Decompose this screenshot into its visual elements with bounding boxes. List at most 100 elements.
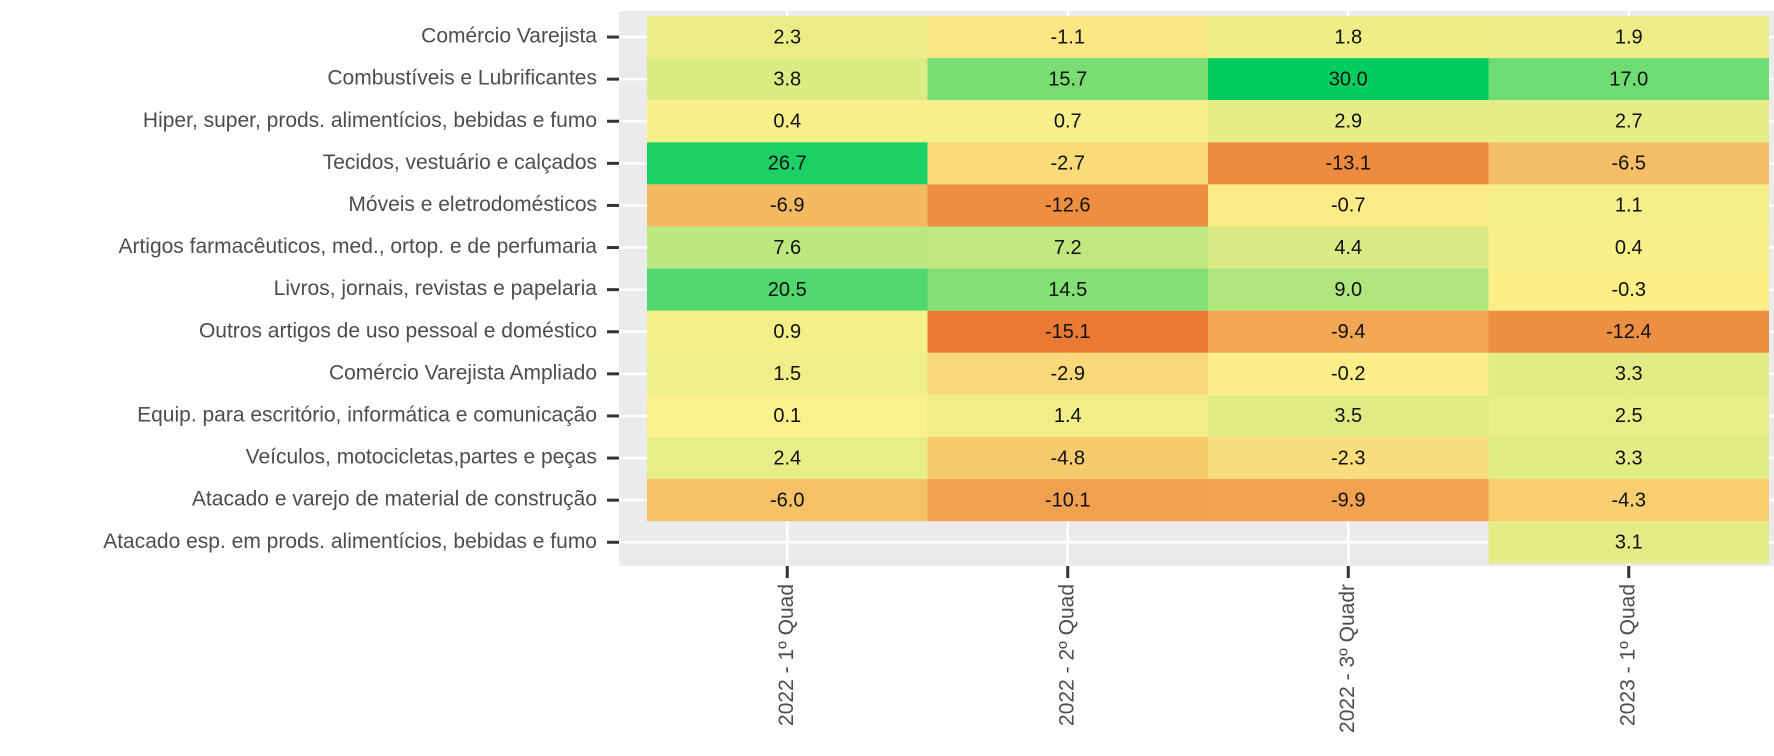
x-tick-label: 2023 - 1º Quad <box>1616 584 1639 726</box>
heatmap-cell <box>1488 142 1769 185</box>
cell-label: 2.9 <box>1334 111 1362 133</box>
y-tick-label: Comércio Varejista Ampliado <box>329 361 597 384</box>
cell-label: -9.4 <box>1331 321 1365 343</box>
cell-label: 1.9 <box>1615 26 1643 48</box>
heatmap-cell <box>647 184 928 227</box>
y-tick-label: Comércio Varejista <box>421 25 597 48</box>
cell-label: 0.4 <box>773 111 801 133</box>
heatmap-cell <box>927 100 1208 143</box>
cell-label: 30.0 <box>1329 68 1368 90</box>
heatmap-cell <box>647 142 928 185</box>
heatmap-cell <box>1208 352 1489 395</box>
cell-label: -4.8 <box>1051 447 1085 469</box>
heatmap-cell <box>1488 394 1769 437</box>
heatmap-cell <box>927 310 1208 353</box>
cell-label: -2.7 <box>1051 153 1085 175</box>
cell-label: -12.6 <box>1045 195 1091 217</box>
heatmap-cell <box>927 142 1208 185</box>
cell-label: -6.0 <box>770 489 804 511</box>
heatmap-cell <box>1488 184 1769 227</box>
cell-label: 2.5 <box>1615 405 1643 427</box>
heatmap-cell <box>647 268 928 311</box>
heatmap-cell <box>647 479 928 522</box>
cell-label: -15.1 <box>1045 321 1091 343</box>
heatmap-cell <box>1208 310 1489 353</box>
heatmap-cell <box>1488 310 1769 353</box>
cell-label: 3.5 <box>1334 405 1362 427</box>
y-tick-label: Tecidos, vestuário e calçados <box>323 151 597 174</box>
cell-label: 14.5 <box>1048 279 1087 301</box>
cell-label: 1.5 <box>773 363 801 385</box>
cell-label: 9.0 <box>1334 279 1362 301</box>
cell-label: 1.4 <box>1054 405 1082 427</box>
heatmap-cell <box>1208 100 1489 143</box>
cell-label: 1.8 <box>1334 26 1362 48</box>
cell-label: -12.4 <box>1606 321 1652 343</box>
cell-label: -10.1 <box>1045 489 1091 511</box>
heatmap-cell <box>927 58 1208 101</box>
heatmap-cell <box>1488 437 1769 480</box>
x-tick-label: 2022 - 3º Quadr <box>1336 584 1359 733</box>
heatmap-cell <box>1208 479 1489 522</box>
cell-label: 3.3 <box>1615 447 1643 469</box>
heatmap-cell <box>1488 226 1769 269</box>
heatmap-cell <box>647 100 928 143</box>
heatmap-cell <box>1208 58 1489 101</box>
cell-label: 7.2 <box>1054 237 1082 259</box>
heatmap-cell <box>647 437 928 480</box>
heatmap-cell <box>1208 142 1489 185</box>
heatmap-cell <box>1208 394 1489 437</box>
y-tick-label: Combustíveis e Lubrificantes <box>327 67 597 90</box>
heatmap-cell <box>1488 352 1769 395</box>
heatmap-cell <box>927 184 1208 227</box>
cell-label: 0.1 <box>773 405 801 427</box>
heatmap-cell <box>927 394 1208 437</box>
cell-label: -0.3 <box>1612 279 1646 301</box>
cell-label: -6.9 <box>770 195 804 217</box>
cell-label: 2.4 <box>773 447 801 469</box>
heatmap-cell <box>1208 437 1489 480</box>
cell-label: -0.7 <box>1331 195 1365 217</box>
cell-label: 2.3 <box>773 26 801 48</box>
cell-label: 7.6 <box>773 237 801 259</box>
heatmap-cell <box>1208 184 1489 227</box>
x-tick-label: 2022 - 1º Quad <box>775 584 798 726</box>
cell-label: -2.9 <box>1051 363 1085 385</box>
cell-label: 3.1 <box>1615 532 1643 554</box>
heatmap-cell <box>647 16 928 59</box>
heatmap-cell <box>927 352 1208 395</box>
heatmap-cell <box>927 226 1208 269</box>
heatmap-cell <box>1488 16 1769 59</box>
heatmap-cell <box>927 268 1208 311</box>
cell-label: 20.5 <box>768 279 807 301</box>
cell-label: 15.7 <box>1048 68 1087 90</box>
heatmap-cell <box>1208 226 1489 269</box>
cell-label: -6.5 <box>1612 153 1646 175</box>
heatmap-cell <box>927 16 1208 59</box>
y-tick-label: Móveis e eletrodomésticos <box>348 193 597 216</box>
y-tick-label: Outros artigos de uso pessoal e doméstic… <box>199 319 597 342</box>
cell-label: 26.7 <box>768 153 807 175</box>
cell-label: -9.9 <box>1331 489 1365 511</box>
heatmap-cell <box>1488 521 1769 564</box>
cell-label: -1.1 <box>1051 26 1085 48</box>
heatmap-cell <box>1488 100 1769 143</box>
cell-label: 0.7 <box>1054 111 1082 133</box>
heatmap-cell <box>1208 16 1489 59</box>
heatmap-cell <box>1488 479 1769 522</box>
y-tick-label: Atacado e varejo de material de construç… <box>192 488 597 511</box>
heatmap-cell <box>647 394 928 437</box>
heatmap-cell <box>647 310 928 353</box>
cell-label: 2.7 <box>1615 111 1643 133</box>
cell-label: -13.1 <box>1325 153 1371 175</box>
cell-label: 3.8 <box>773 68 801 90</box>
y-tick-label: Livros, jornais, revistas e papelaria <box>274 277 598 300</box>
cell-label: 0.9 <box>773 321 801 343</box>
cell-label: -4.3 <box>1612 489 1646 511</box>
cell-label: 3.3 <box>1615 363 1643 385</box>
heatmap-cell <box>927 437 1208 480</box>
cell-label: 4.4 <box>1334 237 1362 259</box>
cell-label: 17.0 <box>1609 68 1648 90</box>
heatmap-cell <box>1208 268 1489 311</box>
